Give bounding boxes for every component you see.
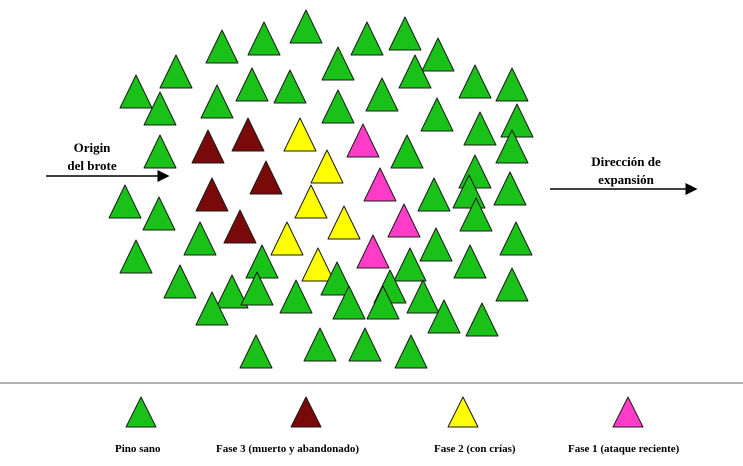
healthy-pine-icon: [159, 54, 193, 89]
legend-phase1-label: Fase 1 (ataque reciente): [568, 443, 680, 455]
healthy-pine-icon: [495, 267, 529, 302]
healthy-pine-icon: [303, 327, 337, 362]
healthy-pine-icon: [495, 67, 529, 102]
phase2-pine-icon: [294, 184, 328, 219]
healthy-pine-icon: [458, 154, 492, 189]
healthy-pine-icon: [459, 197, 493, 232]
healthy-pine-icon: [420, 97, 454, 132]
phase1-pine-icon: [387, 203, 421, 238]
phase2-pine-icon: [301, 247, 335, 282]
healthy-pine-icon: [398, 54, 432, 89]
healthy-pine-icon: [205, 29, 239, 64]
healthy-pine-icon: [458, 64, 492, 99]
healthy-pine-icon: [273, 69, 307, 104]
healthy-pine-icon: [289, 9, 323, 44]
healthy-pine-icon: [390, 134, 424, 169]
healthy-pine-icon: [366, 285, 400, 320]
legend-phase3-icon: [290, 396, 322, 428]
legend-healthy-icon: [125, 396, 157, 428]
origin-label-line2: del brote: [67, 158, 117, 173]
healthy-pine-icon: [388, 16, 422, 51]
healthy-pine-icon: [499, 221, 533, 256]
phase1-pine-icon: [363, 167, 397, 202]
legend-healthy-label: Pino sano: [115, 443, 161, 455]
healthy-pine-icon: [350, 21, 384, 56]
healthy-pine-icon: [320, 261, 354, 296]
healthy-pine-icon: [200, 84, 234, 119]
healthy-pine-icon: [247, 21, 281, 56]
phase1-pine-icon: [346, 123, 380, 158]
healthy-pine-icon: [321, 89, 355, 124]
healthy-pine-icon: [348, 327, 382, 362]
phase3-pine-icon: [223, 209, 257, 244]
phase2-pine-icon: [283, 117, 317, 152]
healthy-pine-icon: [463, 111, 497, 146]
origin-label: Origin del brote: [52, 139, 132, 175]
healthy-pine-icon: [421, 37, 455, 72]
healthy-pine-icon: [394, 334, 428, 369]
direction-label-line2: expansión: [598, 172, 654, 187]
healthy-pine-icon: [493, 171, 527, 206]
healthy-pine-icon: [119, 74, 153, 109]
healthy-pine-icon: [143, 134, 177, 169]
legend-phase3-label: Fase 3 (muerto y abandonado): [216, 443, 360, 455]
healthy-pine-icon: [183, 221, 217, 256]
healthy-pine-icon: [417, 177, 451, 212]
phase3-pine-icon: [231, 117, 265, 152]
phase2-pine-icon: [310, 149, 344, 184]
healthy-pine-icon: [427, 299, 461, 334]
phase2-pine-icon: [327, 205, 361, 240]
direction-label: Dirección de expansión: [566, 153, 686, 189]
healthy-pine-icon: [142, 196, 176, 231]
phase2-pine-icon: [270, 221, 304, 256]
healthy-pine-icon: [406, 279, 440, 314]
healthy-pine-icon: [500, 103, 534, 138]
healthy-pine-icon: [143, 91, 177, 126]
legend-phase2-icon: [447, 396, 479, 428]
healthy-pine-icon: [453, 244, 487, 279]
phase3-pine-icon: [249, 160, 283, 195]
healthy-pine-icon: [465, 302, 499, 337]
healthy-pine-icon: [321, 46, 355, 81]
healthy-pine-icon: [365, 77, 399, 112]
healthy-pine-icon: [240, 271, 274, 306]
healthy-pine-icon: [332, 285, 366, 320]
healthy-pine-icon: [235, 67, 269, 102]
healthy-pine-icon: [245, 244, 279, 279]
legend-icons: [125, 396, 644, 428]
direction-label-line1: Dirección de: [591, 154, 661, 169]
healthy-pine-icon: [215, 274, 249, 309]
healthy-pine-icon: [108, 184, 142, 219]
phase1-pine-icon: [356, 234, 390, 269]
legend-phase1-icon: [612, 396, 644, 428]
legend-phase2-label: Fase 2 (con crías): [434, 443, 516, 455]
healthy-pine-icon: [239, 334, 273, 369]
origin-label-line1: Origin: [73, 140, 111, 155]
phase3-pine-icon: [191, 129, 225, 164]
healthy-pine-icon: [495, 129, 529, 164]
healthy-pine-icon: [279, 279, 313, 314]
healthy-pine-icon: [163, 264, 197, 299]
healthy-pine-icon: [195, 291, 229, 326]
tree-cluster: [108, 9, 534, 369]
healthy-pine-icon: [419, 227, 453, 262]
phase3-pine-icon: [195, 177, 229, 212]
healthy-pine-icon: [119, 239, 153, 274]
healthy-pine-icon: [393, 247, 427, 282]
